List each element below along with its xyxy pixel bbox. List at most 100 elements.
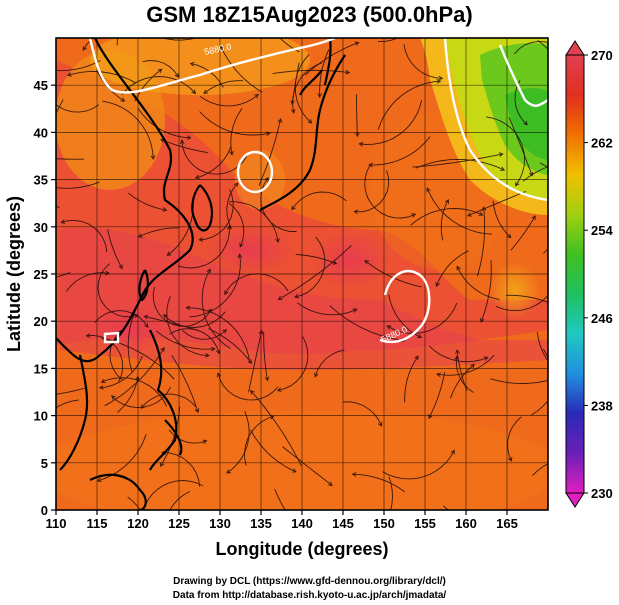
streamline xyxy=(229,201,279,243)
streamline-arrow xyxy=(307,119,313,124)
hot-spot-3 xyxy=(310,230,390,290)
streamline xyxy=(415,158,505,171)
streamline-arrow xyxy=(82,46,87,51)
streamline-arrow xyxy=(355,132,360,138)
map-area xyxy=(22,9,595,510)
streamline xyxy=(230,107,243,155)
streamline xyxy=(177,225,230,269)
y-tick-label: 40 xyxy=(34,125,48,140)
streamline-arrow xyxy=(557,369,561,373)
streamline xyxy=(510,215,536,251)
streamline-arrow xyxy=(258,329,264,335)
streamline-arrow xyxy=(528,171,534,177)
x-tick-label: 165 xyxy=(496,516,518,531)
streamline-arrow xyxy=(264,376,270,382)
streamline xyxy=(536,331,548,362)
streamline-arrow xyxy=(275,238,280,244)
streamline-arrow xyxy=(354,41,360,46)
streamline-arrow xyxy=(198,237,204,242)
streamline xyxy=(514,80,528,126)
streamline-arrow xyxy=(77,9,81,13)
streamline-arrow xyxy=(233,182,239,188)
streamline-arrow xyxy=(220,45,225,51)
streamline-arrow xyxy=(239,242,244,248)
streamline xyxy=(449,364,475,399)
streamline xyxy=(208,328,252,364)
streamline xyxy=(181,140,248,175)
streamline xyxy=(359,100,423,145)
streamline xyxy=(195,146,232,179)
streamline xyxy=(171,354,199,413)
y-axis-title: Latitude (degrees) xyxy=(4,196,24,352)
streamline-arrow xyxy=(150,155,156,160)
streamline xyxy=(82,38,138,51)
streamline xyxy=(352,473,406,493)
streamline xyxy=(435,250,469,287)
cool-spot-1 xyxy=(490,262,540,318)
streamline-arrow xyxy=(353,209,359,214)
streamline xyxy=(297,302,357,316)
streamline-arrow xyxy=(98,385,104,390)
streamline xyxy=(61,219,108,253)
streamline-arrow xyxy=(436,79,442,84)
streamline-arrow xyxy=(203,89,209,94)
y-tick-label: 25 xyxy=(34,267,48,282)
streamline xyxy=(56,181,100,189)
streamline-arrow xyxy=(191,89,197,95)
streamline xyxy=(514,40,548,55)
streamline xyxy=(263,331,268,381)
x-tick-label: 140 xyxy=(291,516,313,531)
coast-japan xyxy=(259,54,346,211)
streamline-arrow xyxy=(186,135,192,140)
streamline-arrow xyxy=(247,359,253,365)
streamline xyxy=(282,446,333,486)
streamline xyxy=(168,429,207,444)
colorbar: 230 238 246 254 262 270 xyxy=(565,40,613,508)
streamline-arrow xyxy=(291,205,296,211)
streamline-arrow xyxy=(179,139,185,145)
streamline xyxy=(160,38,196,41)
streamline xyxy=(356,94,358,137)
streamline xyxy=(199,94,259,107)
streamline-arrow xyxy=(264,177,269,182)
streamline xyxy=(294,236,326,298)
streamline xyxy=(97,263,138,318)
streamline-arrow xyxy=(144,323,149,328)
streamline xyxy=(117,376,139,413)
streamline xyxy=(492,200,512,239)
x-tick-label: 160 xyxy=(455,516,477,531)
contour-loop-pacific xyxy=(379,269,431,344)
colorbar-tick-label: 230 xyxy=(591,486,613,501)
streamline xyxy=(295,253,337,265)
streamline xyxy=(278,245,352,300)
colorbar-bottom-arrow xyxy=(565,492,585,508)
streamline xyxy=(250,429,297,473)
colorbar-tick-label: 238 xyxy=(591,398,613,413)
x-tick-label: 110 xyxy=(46,516,67,531)
streamline-arrow xyxy=(100,378,106,384)
streamline-arrow xyxy=(317,93,322,99)
streamline xyxy=(364,260,422,288)
streamline xyxy=(480,260,492,323)
y-tick-label: 20 xyxy=(34,314,48,329)
streamline-arrow xyxy=(277,295,283,300)
streamline xyxy=(547,44,548,46)
streamline xyxy=(467,190,527,217)
streamline-arrow xyxy=(332,260,338,265)
streamline-arrow xyxy=(22,189,26,193)
streamline-arrow xyxy=(508,456,513,462)
streamline xyxy=(228,202,245,247)
streamline xyxy=(436,354,495,376)
streamline-arrow xyxy=(523,120,528,126)
y-tick-label: 5 xyxy=(41,456,48,471)
streamline-arrow xyxy=(210,346,216,352)
streamline-arrow xyxy=(166,251,172,256)
streamline-arrow xyxy=(591,218,595,222)
streamline-arrow xyxy=(26,62,30,66)
streamline xyxy=(56,205,60,209)
colorbar-tick-label: 262 xyxy=(591,136,613,151)
streamline xyxy=(203,80,243,94)
orange-patch-central xyxy=(90,38,310,95)
streamline-arrow xyxy=(549,378,553,382)
